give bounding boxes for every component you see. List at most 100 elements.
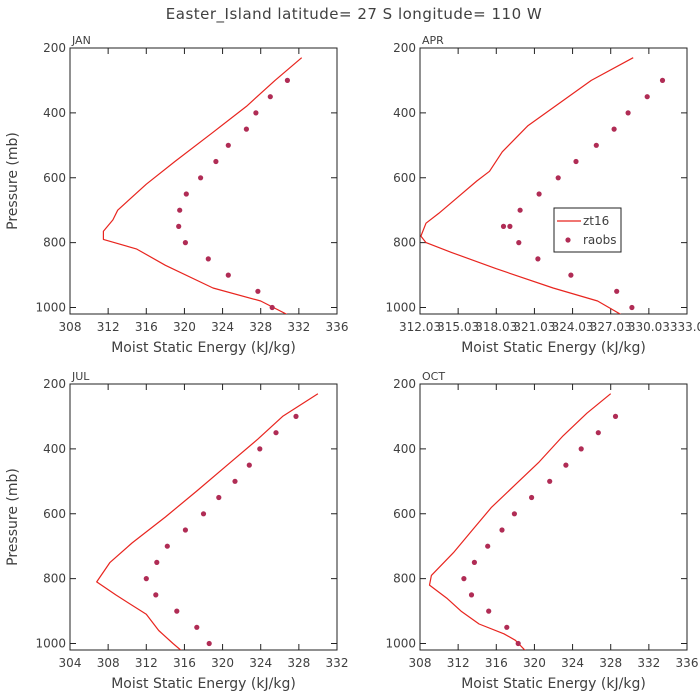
data-point-raobs: [154, 559, 160, 566]
data-point-raobs: [517, 207, 523, 213]
y-axis-label: Pressure (mb): [5, 132, 21, 230]
plot-frame: [69, 383, 338, 651]
x-tick-label: 336: [326, 320, 349, 334]
x-tick-label: 332: [287, 320, 310, 334]
x-tick-label: 316: [485, 656, 508, 670]
data-point-raobs: [499, 527, 505, 533]
x-tick-label: 308: [97, 656, 120, 670]
legend-label: zt16: [583, 214, 609, 228]
panel-title: OCT: [422, 370, 445, 383]
panel-jan: 308 312 316 320 324 328 332 336 200 400 600 800 1000…: [5, 34, 348, 356]
legend-label: raobs: [583, 233, 617, 247]
data-point-raobs: [257, 446, 263, 452]
data-point-raobs: [500, 223, 507, 229]
y-tick-label: 600: [393, 171, 416, 185]
data-point-raobs: [255, 288, 261, 294]
y-tick-label: 1000: [385, 637, 416, 651]
series-line-zt16: [420, 57, 634, 314]
data-point-raobs: [269, 304, 275, 311]
x-tick-label: 312: [135, 656, 158, 670]
x-tick-label: 332: [637, 656, 660, 670]
data-point-raobs: [547, 478, 553, 484]
x-tick-label: 320: [211, 656, 234, 670]
data-point-raobs: [485, 543, 491, 549]
data-point-raobs: [511, 511, 517, 517]
data-layer: [428, 393, 619, 650]
data-point-raobs: [198, 175, 204, 181]
data-point-raobs: [200, 511, 207, 517]
data-point-raobs: [293, 413, 299, 419]
data-point-raobs: [183, 191, 189, 197]
y-tick-label: 600: [43, 507, 66, 521]
y-tick-label: 200: [43, 41, 66, 55]
x-tick-label: 327.03: [590, 320, 632, 334]
data-point-raobs: [213, 158, 219, 165]
data-point-raobs: [529, 494, 535, 501]
y-tick-label: 200: [393, 41, 416, 55]
panel-jul: 304 308 312 316 320 324 328 332 200 400 600 800 1000…: [5, 370, 348, 692]
x-tick-label: 320: [523, 656, 546, 670]
y-axis-label: Pressure (mb): [5, 468, 21, 566]
data-point-raobs: [206, 640, 212, 647]
y-tick-label: 400: [393, 106, 416, 120]
x-tick-label: 308: [59, 320, 82, 334]
data-point-raobs: [243, 126, 249, 132]
y-tick-label: 200: [393, 377, 416, 391]
data-point-raobs: [486, 608, 492, 614]
x-tick-label: 324: [561, 656, 584, 670]
x-tick-label: 324.03: [552, 320, 594, 334]
data-point-raobs: [225, 142, 231, 148]
x-axis-label: Moist Static Energy (kJ/kg): [461, 676, 646, 692]
x-tick-label: 312.03: [399, 320, 441, 334]
plot-frame: [69, 47, 338, 315]
data-point-raobs: [515, 640, 521, 647]
x-tick-label: 328: [287, 656, 310, 670]
data-point-raobs: [516, 240, 522, 246]
data-point-raobs: [153, 592, 159, 598]
data-point-raobs: [471, 559, 477, 566]
x-tick-label: 336: [676, 656, 699, 670]
y-tick-label: 800: [393, 236, 416, 250]
panel-title: JAN: [71, 34, 91, 47]
data-point-raobs: [468, 592, 475, 598]
x-tick-label: 324: [211, 320, 234, 334]
data-point-raobs: [578, 446, 584, 452]
plot-frame: [419, 47, 688, 315]
data-point-raobs: [568, 272, 574, 278]
x-tick-label: 321.03: [513, 320, 555, 334]
x-axis-label: Moist Static Energy (kJ/kg): [111, 676, 296, 692]
y-tick-label: 1000: [35, 637, 66, 651]
x-tick-label: 324: [249, 656, 272, 670]
data-point-raobs: [593, 142, 599, 148]
data-layer: [102, 57, 303, 314]
data-point-raobs: [659, 77, 666, 83]
data-point-raobs: [164, 543, 170, 549]
data-point-raobs: [273, 430, 279, 436]
legend-point-swatch: [565, 237, 571, 243]
x-tick-label: 328: [249, 320, 272, 334]
data-point-raobs: [182, 527, 188, 533]
y-tick-label: 400: [393, 442, 416, 456]
data-point-raobs: [232, 478, 238, 484]
data-layer: [96, 393, 319, 650]
figure-title: Easter_Island latitude= 27 S longitude= …: [166, 5, 542, 24]
y-tick-label: 1000: [35, 301, 66, 315]
legend-box: [553, 207, 622, 253]
x-tick-label: 316: [135, 320, 158, 334]
x-axis-label: Moist Static Energy (kJ/kg): [111, 340, 296, 356]
data-point-raobs: [536, 191, 542, 197]
data-point-raobs: [177, 207, 183, 213]
data-layer: [420, 57, 666, 314]
data-point-raobs: [174, 608, 180, 614]
data-point-raobs: [253, 110, 259, 116]
data-point-raobs: [573, 158, 579, 165]
y-tick-label: 200: [43, 377, 66, 391]
data-point-raobs: [614, 288, 620, 294]
x-tick-label: 330.03: [628, 320, 670, 334]
x-tick-label: 320: [173, 320, 196, 334]
x-tick-label: 332: [326, 656, 349, 670]
data-point-raobs: [611, 126, 617, 132]
legend: zt16 raobs: [553, 207, 622, 253]
data-point-raobs: [555, 175, 561, 181]
data-point-raobs: [461, 576, 467, 582]
